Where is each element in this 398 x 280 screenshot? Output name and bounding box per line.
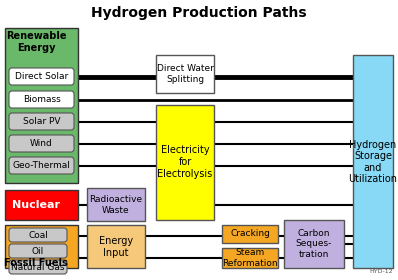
Text: Radioactive
Waste: Radioactive Waste bbox=[90, 195, 142, 215]
Bar bbox=[5, 28, 78, 183]
FancyBboxPatch shape bbox=[9, 91, 74, 108]
Text: Renewable
Energy: Renewable Energy bbox=[6, 31, 66, 53]
Text: Hydrogen
Storage
and
Utilization: Hydrogen Storage and Utilization bbox=[349, 140, 398, 185]
FancyBboxPatch shape bbox=[9, 157, 74, 174]
FancyBboxPatch shape bbox=[9, 260, 67, 274]
Bar bbox=[222, 225, 278, 243]
Text: Nuclear: Nuclear bbox=[12, 200, 60, 210]
Text: Wind: Wind bbox=[30, 139, 53, 148]
Text: Geo-Thermal: Geo-Thermal bbox=[13, 161, 70, 170]
Bar bbox=[87, 188, 145, 221]
Bar bbox=[87, 225, 145, 268]
FancyBboxPatch shape bbox=[9, 244, 67, 258]
Text: Solar PV: Solar PV bbox=[23, 117, 60, 126]
Text: Direct Water
Splitting: Direct Water Splitting bbox=[156, 64, 213, 84]
Text: Energy
Input: Energy Input bbox=[99, 236, 133, 258]
Text: Cracking: Cracking bbox=[230, 230, 270, 239]
Bar bbox=[5, 190, 78, 220]
Bar bbox=[156, 105, 214, 220]
Text: Oil: Oil bbox=[32, 246, 44, 255]
FancyBboxPatch shape bbox=[9, 113, 74, 130]
Text: Electricity
for
Electrolysis: Electricity for Electrolysis bbox=[157, 145, 213, 179]
Text: Biomass: Biomass bbox=[23, 95, 60, 104]
Bar bbox=[5, 225, 78, 268]
Bar bbox=[284, 220, 344, 268]
Text: Steam
Reformation: Steam Reformation bbox=[222, 248, 278, 268]
Text: Natural Gas: Natural Gas bbox=[11, 263, 65, 272]
FancyBboxPatch shape bbox=[9, 228, 67, 242]
Text: HYD-12: HYD-12 bbox=[369, 269, 393, 274]
Text: Direct Solar: Direct Solar bbox=[15, 72, 68, 81]
FancyBboxPatch shape bbox=[9, 135, 74, 152]
Text: Carbon
Seques-
tration: Carbon Seques- tration bbox=[296, 229, 332, 259]
Text: Hydrogen Production Paths: Hydrogen Production Paths bbox=[91, 6, 307, 20]
Bar bbox=[222, 248, 278, 268]
Bar bbox=[353, 55, 393, 268]
Bar bbox=[156, 55, 214, 93]
FancyBboxPatch shape bbox=[9, 68, 74, 85]
Text: Coal: Coal bbox=[28, 230, 48, 239]
Text: Fossil Fuels: Fossil Fuels bbox=[4, 258, 68, 268]
